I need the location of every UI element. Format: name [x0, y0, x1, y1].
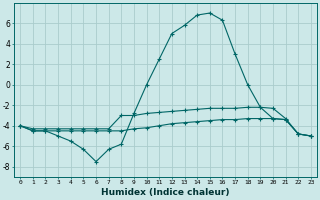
- X-axis label: Humidex (Indice chaleur): Humidex (Indice chaleur): [101, 188, 230, 197]
